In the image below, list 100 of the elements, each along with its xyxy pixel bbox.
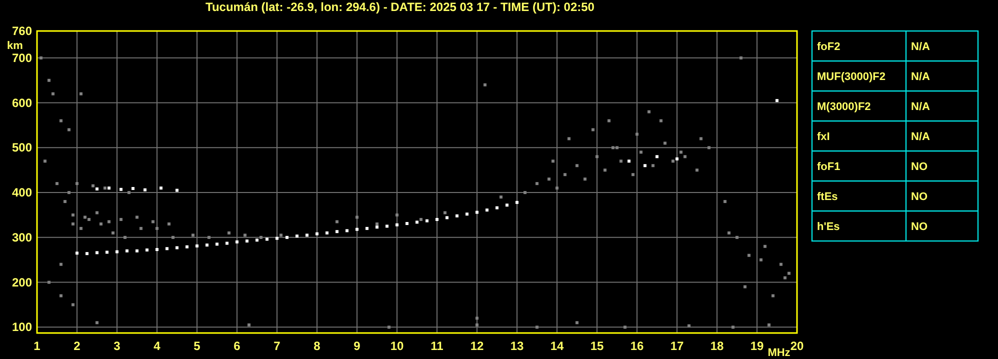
point <box>336 230 338 234</box>
point <box>144 188 146 192</box>
point <box>486 208 488 212</box>
point <box>416 220 418 224</box>
point <box>146 248 148 252</box>
x-tick-label: 9 <box>354 339 361 353</box>
text: N/A <box>911 41 930 53</box>
point <box>676 157 678 160</box>
point <box>246 240 248 243</box>
category-label: M(3000)F2 <box>817 101 871 113</box>
x-axis-title: MHz <box>768 347 791 359</box>
point <box>132 187 134 190</box>
point <box>116 250 118 254</box>
point <box>108 186 110 190</box>
point <box>306 234 308 237</box>
point <box>396 223 398 226</box>
point <box>76 252 78 255</box>
point <box>286 236 288 239</box>
point <box>436 218 438 221</box>
x-tick-label: 5 <box>194 339 201 353</box>
text: N/A <box>911 101 930 113</box>
x-tick-label: 1 <box>34 339 41 353</box>
y-tick-label: 200 <box>12 275 32 290</box>
x-tick-label: 11 <box>430 339 444 353</box>
x-tick-label: 4 <box>154 339 161 353</box>
x-tick-label: 12 <box>470 339 484 353</box>
point <box>166 247 168 250</box>
x-tick-label: 7 <box>274 339 281 353</box>
x-tick-label: 17 <box>670 339 684 353</box>
point <box>406 222 408 226</box>
point <box>316 232 318 236</box>
x-tick-label: 10 <box>390 339 404 353</box>
category-label: foF1 <box>817 161 840 173</box>
y-axis-title: km <box>7 40 24 52</box>
point <box>96 187 98 190</box>
chart-title: Tucumán (lat: -26.9, lon: 294.6) - DATE: 2025 03 17 - TIME (UT): 02:50 <box>206 0 595 14</box>
y-tick-label: 300 <box>12 230 32 244</box>
text: N/A <box>911 71 930 83</box>
point <box>206 244 208 247</box>
point <box>236 240 238 244</box>
point <box>386 224 388 228</box>
point <box>426 219 428 222</box>
x-tick-label: 20 <box>790 339 804 353</box>
point <box>86 252 88 256</box>
point <box>446 216 448 220</box>
category-label: ftEs <box>817 191 838 203</box>
point <box>96 251 98 254</box>
point <box>496 206 498 210</box>
x-tick-label: 16 <box>630 339 644 353</box>
x-tick-label: 8 <box>314 339 321 353</box>
y-tick-label: 760 <box>12 24 32 38</box>
point <box>276 236 278 240</box>
point <box>456 214 458 218</box>
point <box>226 242 228 245</box>
point <box>216 242 218 246</box>
text: NO <box>911 161 928 173</box>
point <box>296 234 298 238</box>
category-label: fxI <box>817 131 830 143</box>
category-label: foF2 <box>817 41 840 53</box>
x-tick-label: 15 <box>590 339 604 353</box>
x-tick-label: 3 <box>114 339 121 353</box>
y-tick-label: 500 <box>12 140 32 155</box>
x-tick-label: 13 <box>510 339 524 353</box>
point <box>256 238 258 242</box>
y-tick-label: 600 <box>12 96 32 110</box>
point <box>126 249 128 252</box>
point <box>776 99 778 102</box>
point <box>186 245 188 248</box>
point <box>196 244 198 248</box>
y-tick-label: 400 <box>12 186 32 200</box>
point <box>356 228 358 231</box>
point <box>376 226 378 229</box>
y-tick-label: 700 <box>12 50 32 65</box>
point <box>466 212 468 216</box>
x-tick-label: 19 <box>750 339 764 353</box>
point <box>176 246 178 250</box>
point <box>120 188 122 191</box>
point <box>160 186 162 190</box>
y-tick-label: 100 <box>12 320 32 334</box>
category-label: MUF(3000)F2 <box>817 71 886 83</box>
point <box>644 164 646 168</box>
point <box>266 238 268 241</box>
point <box>326 231 328 234</box>
x-tick-label: 6 <box>234 339 241 353</box>
text: NO <box>911 191 928 203</box>
point <box>136 249 138 252</box>
point <box>366 226 368 230</box>
x-tick-label: 18 <box>710 339 724 353</box>
point <box>176 188 178 192</box>
x-tick-label: 2 <box>74 339 81 353</box>
text: N/A <box>911 131 930 143</box>
point <box>346 229 348 232</box>
point <box>106 250 108 254</box>
point <box>476 210 478 214</box>
x-tick-label: 14 <box>550 339 564 353</box>
point <box>516 200 518 204</box>
category-label: h'Es <box>817 221 840 233</box>
point <box>628 160 630 163</box>
point <box>156 248 158 252</box>
point <box>506 204 508 207</box>
